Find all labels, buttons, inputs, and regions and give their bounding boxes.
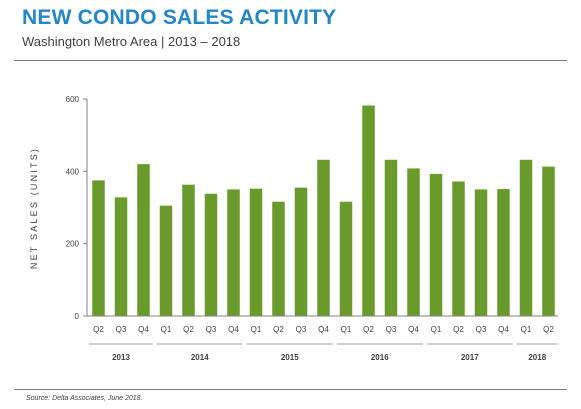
source-note: Source: Delta Associates, June 2018. [26,395,143,402]
top-divider [14,60,567,61]
x-tick-label: Q3 [386,325,397,334]
x-tick-label: Q2 [93,325,104,334]
year-group-label: 2017 [461,353,479,362]
x-tick-label: Q4 [138,325,149,334]
x-tick-label: Q4 [498,325,509,334]
y-tick-label: 0 [75,312,80,321]
bar [137,164,150,316]
year-group-label: 2013 [112,353,130,362]
y-axis: 0 200 400 600 [66,95,88,321]
year-group-label: 2016 [371,353,389,362]
x-tick-label: Q2 [273,325,284,334]
bar [542,166,555,316]
bars [92,105,555,316]
x-tick-label: Q1 [251,325,262,334]
bar [114,197,128,316]
x-tick-label: Q4 [408,325,419,334]
y-tick-label: 400 [66,167,80,176]
bar [474,189,488,316]
x-tick-label: Q2 [453,325,464,334]
x-tick-label: Q1 [521,325,532,334]
bar [497,189,510,316]
bar [249,188,263,316]
bar [92,180,105,316]
x-tick-label: Q1 [431,325,442,334]
chart-title: NEW CONDO SALES ACTIVITY [22,6,337,29]
x-tick-label: Q4 [228,325,239,334]
x-tick-label: Q2 [183,325,194,334]
bar [384,159,398,316]
bar [519,159,533,316]
x-tick-label: Q2 [543,325,554,334]
bar [204,193,218,316]
bar [182,184,195,316]
y-tick-label: 600 [66,95,80,104]
year-group-label: 2015 [281,353,299,362]
y-tick-label: 200 [66,240,80,249]
x-tick-label: Q3 [206,325,217,334]
bar [159,205,173,316]
year-group-label: 2018 [528,353,546,362]
x-tick-label: Q2 [363,325,374,334]
x-tick-label: Q1 [161,325,172,334]
x-tick-label: Q3 [476,325,487,334]
x-axis: Q2 Q3 Q4 Q1 Q2 Q3 Q4 Q1 Q2 Q3 Q4 Q1 Q2 Q3 Q4 Q1 Q2 Q3 Q4 Q1… [87,315,558,362]
year-group-label: 2014 [191,353,209,362]
x-tick-label: Q4 [318,325,329,334]
y-axis-label: NET SALES (UNITS) [29,147,39,269]
bottom-divider [14,389,567,390]
x-tick-label: Q3 [116,325,127,334]
bar [227,189,240,316]
bar [452,181,465,316]
bar [294,187,308,316]
bar [317,159,330,316]
bar [272,201,285,316]
x-tick-label: Q3 [296,325,307,334]
chart-subtitle: Washington Metro Area | 2013 – 2018 [22,34,241,49]
bar [362,105,375,316]
bar [407,168,420,316]
bar [339,201,353,316]
x-tick-label: Q1 [341,325,352,334]
bar [429,173,443,316]
